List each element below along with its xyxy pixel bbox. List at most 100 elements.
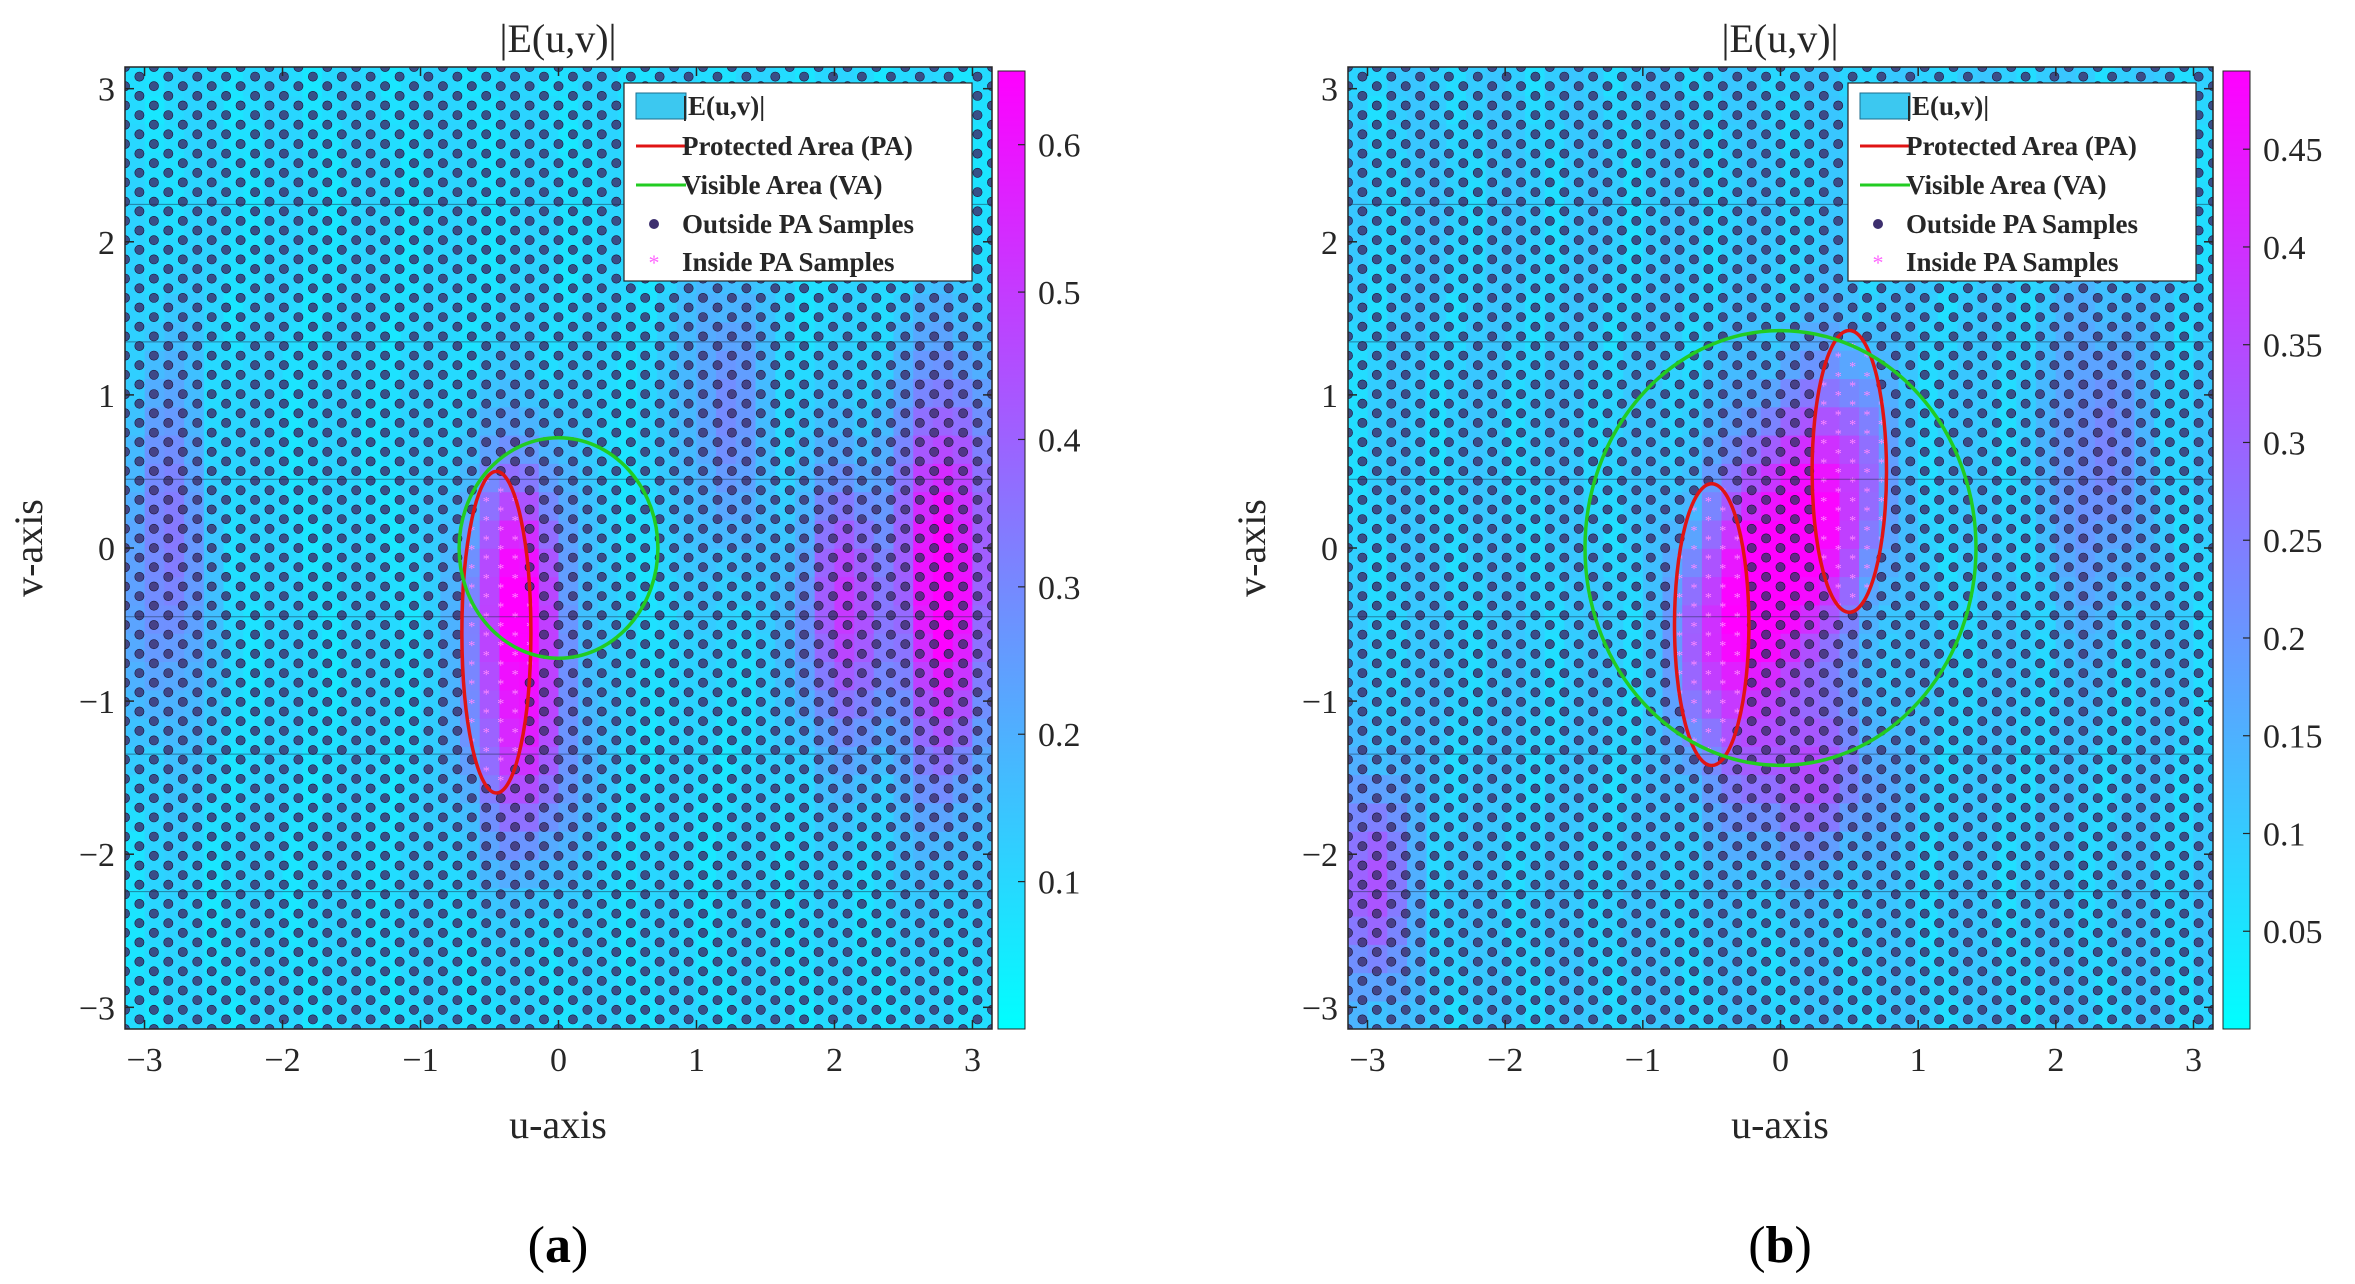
outside-pa-sample <box>972 956 983 967</box>
outside-pa-sample <box>221 302 231 313</box>
heatmap-cell <box>125 67 146 97</box>
heatmap-cell <box>519 1000 540 1029</box>
outside-pa-sample <box>640 658 651 669</box>
outside-pa-sample <box>712 879 723 890</box>
outside-pa-sample <box>409 331 419 342</box>
outside-pa-sample <box>669 427 679 438</box>
outside-pa-sample <box>568 572 578 582</box>
outside-pa-sample <box>553 581 564 592</box>
outside-pa-sample <box>495 908 506 919</box>
outside-pa-sample <box>437 985 448 996</box>
outside-pa-sample <box>568 264 578 274</box>
outside-pa-sample <box>683 841 694 852</box>
outside-pa-sample <box>510 956 520 967</box>
outside-pa-sample <box>351 927 362 938</box>
outside-pa-sample <box>842 812 853 823</box>
outside-pa-sample <box>813 504 824 515</box>
outside-pa-sample <box>148 331 159 342</box>
outside-pa-sample <box>611 870 622 880</box>
outside-pa-sample <box>712 648 723 659</box>
outside-pa-sample <box>206 620 217 630</box>
outside-pa-sample <box>177 927 188 938</box>
outside-pa-sample <box>466 966 477 977</box>
outside-pa-sample <box>177 639 188 650</box>
y-tick-label: −3 <box>79 990 115 1027</box>
outside-pa-sample <box>813 793 824 803</box>
outside-pa-sample <box>625 648 636 659</box>
outside-pa-sample <box>539 129 549 140</box>
outside-pa-sample <box>250 321 260 332</box>
outside-pa-sample <box>871 523 882 534</box>
outside-pa-sample <box>235 735 246 746</box>
outside-pa-sample <box>813 408 824 419</box>
outside-pa-sample <box>452 437 463 448</box>
outside-pa-sample <box>972 129 983 140</box>
outside-pa-sample <box>943 745 954 755</box>
outside-pa-sample <box>206 331 217 342</box>
outside-pa-sample <box>409 658 419 669</box>
outside-pa-sample <box>640 850 651 861</box>
outside-pa-sample <box>322 947 333 957</box>
outside-pa-sample <box>755 966 766 977</box>
outside-pa-sample <box>582 716 593 727</box>
outside-pa-sample <box>929 870 940 880</box>
outside-pa-sample <box>654 494 665 505</box>
outside-pa-sample <box>307 879 318 890</box>
outside-pa-sample <box>727 985 737 996</box>
outside-pa-sample <box>466 908 477 919</box>
outside-pa-sample <box>409 446 419 457</box>
outside-pa-sample <box>250 648 260 659</box>
outside-pa-sample <box>654 668 665 678</box>
outside-pa-sample <box>148 215 159 226</box>
outside-pa-sample <box>307 822 318 832</box>
outside-pa-sample <box>206 100 217 111</box>
outside-pa-sample <box>871 870 882 880</box>
outside-pa-sample <box>712 764 723 775</box>
outside-pa-sample <box>423 514 434 524</box>
outside-pa-sample <box>264 620 275 630</box>
outside-pa-sample <box>784 369 795 380</box>
outside-pa-sample <box>148 812 159 823</box>
outside-pa-sample <box>221 148 231 159</box>
outside-pa-sample <box>221 899 231 909</box>
heatmap-cell <box>341 548 363 578</box>
outside-pa-sample <box>842 562 853 573</box>
outside-pa-sample <box>727 292 737 303</box>
outside-pa-sample <box>394 71 405 82</box>
outside-pa-sample <box>394 341 405 351</box>
outside-pa-sample <box>582 870 593 880</box>
outside-pa-sample <box>278 514 289 524</box>
heatmap-cell <box>1407 548 1428 578</box>
outside-pa-sample <box>278 533 289 544</box>
outside-pa-sample <box>452 360 463 371</box>
outside-pa-sample <box>452 91 463 101</box>
outside-pa-sample <box>539 610 549 621</box>
outside-pa-sample <box>683 302 694 313</box>
outside-pa-sample <box>857 552 867 563</box>
outside-pa-sample <box>163 167 174 178</box>
outside-pa-sample <box>148 850 159 861</box>
outside-pa-sample <box>495 408 506 419</box>
outside-pa-sample <box>192 879 203 890</box>
heatmap-cell <box>519 349 540 379</box>
outside-pa-sample <box>654 475 665 486</box>
outside-pa-sample <box>322 312 333 322</box>
outside-pa-sample <box>365 841 376 852</box>
outside-pa-sample <box>134 841 145 852</box>
outside-pa-sample <box>394 417 405 428</box>
outside-pa-sample <box>943 437 954 448</box>
outside-pa-sample <box>495 947 506 957</box>
outside-pa-sample <box>568 668 578 678</box>
outside-pa-sample <box>235 947 246 957</box>
outside-pa-sample <box>307 91 318 101</box>
outside-pa-sample <box>886 379 896 390</box>
outside-pa-sample <box>466 331 477 342</box>
outside-pa-sample <box>683 745 694 755</box>
heatmap-cell <box>519 463 540 493</box>
outside-pa-sample <box>625 591 636 601</box>
outside-pa-sample <box>322 812 333 823</box>
outside-pa-sample <box>842 408 853 419</box>
outside-pa-sample <box>842 350 853 361</box>
outside-pa-sample <box>365 514 376 524</box>
outside-pa-sample <box>568 91 578 101</box>
